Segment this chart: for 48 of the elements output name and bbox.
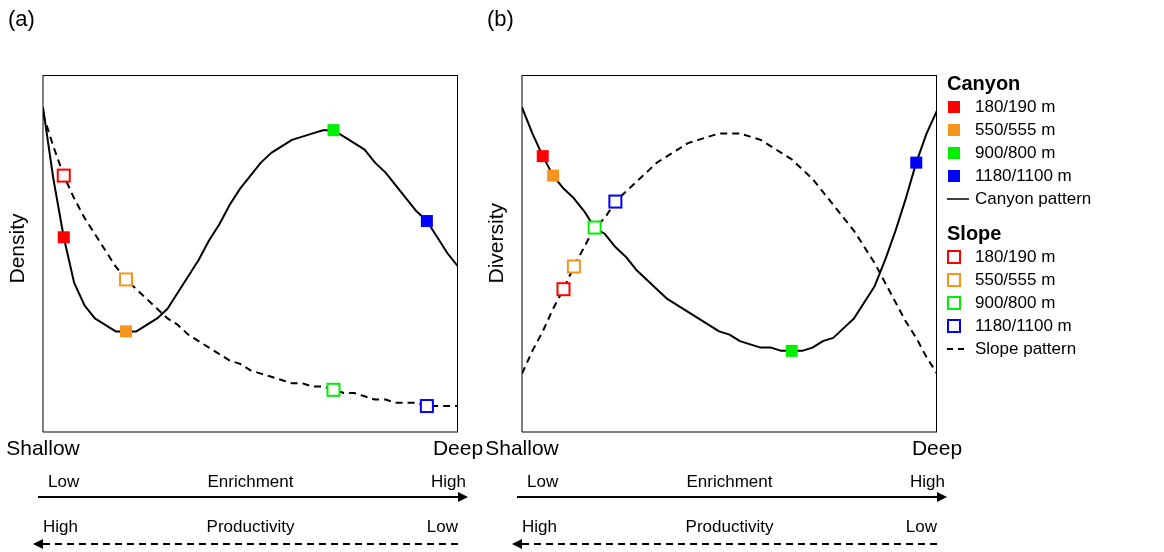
- point: [785, 344, 798, 357]
- legend-label: 900/800 m: [975, 292, 1056, 313]
- point: [556, 282, 571, 297]
- point: [910, 156, 923, 169]
- legend-label: 180/190 m: [975, 246, 1056, 267]
- text: Productivity: [685, 517, 774, 536]
- legend-label: 550/555 m: [975, 119, 1056, 140]
- text: High: [43, 517, 78, 536]
- point: [327, 124, 340, 137]
- x-tick-label: Shallow: [485, 435, 560, 459]
- legend-label: 550/555 m: [975, 269, 1056, 290]
- point: [120, 325, 132, 338]
- legend-label: 180/190 m: [975, 96, 1056, 117]
- text: Slope: [947, 222, 1003, 245]
- point: [57, 231, 70, 244]
- point: [566, 259, 581, 274]
- text: Productivity: [206, 517, 295, 536]
- point: [420, 215, 433, 228]
- point: [536, 150, 549, 163]
- legend-label: 900/800 m: [975, 142, 1056, 163]
- point: [587, 220, 602, 235]
- point: [608, 194, 623, 209]
- legend-label: Slope pattern: [975, 338, 1077, 359]
- point: [326, 382, 341, 397]
- x-tick-label: Deep: [911, 435, 963, 459]
- legend-title: Canyon: [947, 72, 1022, 95]
- point: [56, 168, 71, 183]
- text: Low: [527, 472, 559, 491]
- text: High: [910, 472, 945, 491]
- text: Low: [905, 517, 938, 536]
- text: Low: [48, 472, 80, 491]
- x-tick-label: Shallow: [6, 435, 81, 459]
- chart-title: (b): [487, 6, 514, 32]
- point: [119, 272, 133, 287]
- text: Enrichment: [207, 472, 294, 491]
- chart-title: (a): [8, 6, 35, 32]
- y-axis-title: Diversity: [484, 202, 508, 284]
- point: [547, 169, 560, 182]
- legend-label: 1180/1100 m: [975, 165, 1072, 186]
- text: Enrichment: [686, 472, 773, 491]
- text: High: [522, 517, 557, 536]
- legend-label: 1180/1100 m: [975, 315, 1072, 336]
- text: High: [431, 472, 466, 491]
- point: [419, 399, 434, 414]
- x-tick-label: Deep: [432, 435, 484, 459]
- y-axis-title: Density: [5, 212, 29, 284]
- text: Low: [426, 517, 459, 536]
- legend-label: Canyon pattern: [975, 188, 1092, 209]
